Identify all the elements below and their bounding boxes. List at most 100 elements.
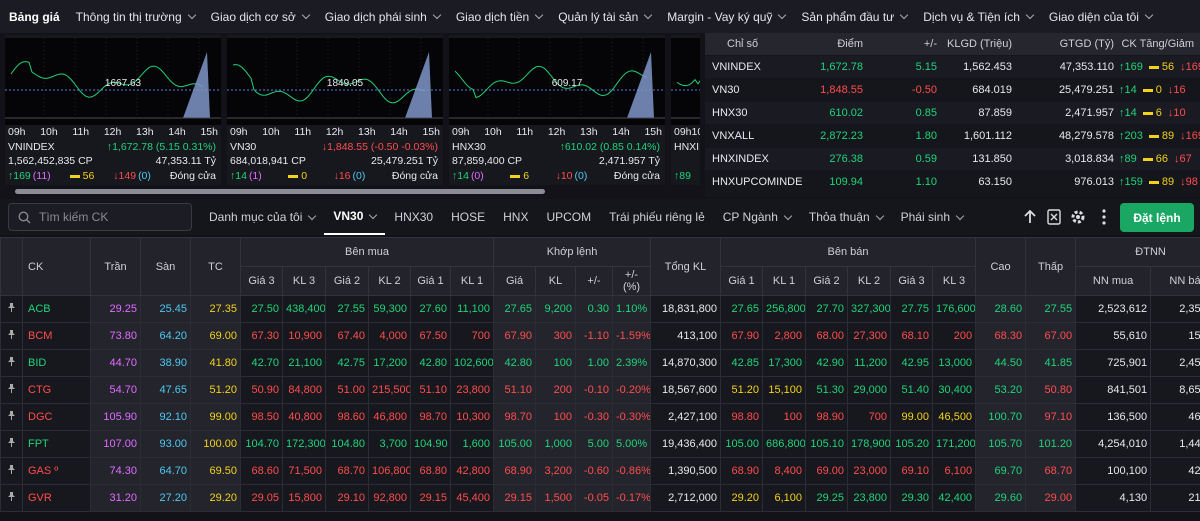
index-cell: 1,601.112 — [963, 130, 1012, 142]
cell: 3,200 — [535, 457, 576, 485]
cell: 51.10 — [410, 376, 451, 404]
index-row[interactable]: HNX30 610.02 0.85 87.859 2,471.957 ↑14 6 ↓10 — [705, 102, 1200, 124]
cell: 67.90 — [493, 322, 536, 350]
search-box[interactable]: Tìm kiếm CK — [8, 203, 192, 231]
ref-label: 609.17 — [552, 78, 583, 89]
tab-label: HNX30 — [394, 210, 434, 224]
nav-item[interactable]: Bảng giá — [0, 0, 67, 33]
same: 6 — [510, 170, 529, 182]
scrollbar[interactable] — [15, 189, 545, 194]
tab[interactable]: HOSE — [442, 199, 494, 235]
mini-chart — [671, 38, 700, 125]
nav-item[interactable]: Giao dịch tiền — [447, 0, 549, 33]
tab[interactable]: Thỏa thuận — [800, 199, 892, 235]
cell: 97.10 — [1025, 403, 1077, 431]
stock-row[interactable]: CTG 54.70 47.65 51.20 50.90 84,800 51.00 215,50… — [0, 376, 1200, 404]
header-cell: Bên mua — [240, 237, 494, 267]
stock-row[interactable]: GVR 31.20 27.20 29.20 29.05 15,800 29.10 92,800… — [0, 484, 1200, 512]
cell: 67.50 — [410, 322, 451, 350]
index-header-cell: Chỉ số — [727, 38, 759, 50]
cell: 29.20 — [720, 484, 764, 512]
cell: 700 — [847, 403, 892, 431]
cell: 41.80 — [190, 349, 241, 377]
cell: 28.60 — [975, 295, 1027, 323]
cell: 71,500 — [282, 457, 326, 485]
pin — [8, 411, 15, 420]
tab[interactable]: Trái phiếu riêng lẻ — [600, 199, 714, 235]
stock-row[interactable]: ACB 29.25 25.45 27.35 27.50 438,400 27.55 59,30… — [0, 295, 1200, 323]
index-row[interactable]: VNINDEX 1,672.78 5.15 1,562.453 47,353.110 ↑1… — [705, 56, 1200, 78]
index-updown: ↑89 66 ↓67 — [1119, 153, 1192, 165]
nav-item[interactable]: Thông tin thị trường — [67, 0, 202, 33]
stock-row[interactable]: DGC 105.90 92.10 99.00 98.50 40,800 98.60 46,80… — [0, 403, 1200, 431]
cell: 42.80 — [410, 349, 451, 377]
stock-row[interactable]: BCM 73.80 64.20 69.00 67.30 10,900 67.40 4,000 6… — [0, 322, 1200, 350]
cell: 300 — [535, 322, 576, 350]
cell: 64.70 — [140, 457, 191, 485]
nav-item[interactable]: Giao dịch phái sinh — [316, 0, 447, 33]
index-row[interactable]: HNXINDEX 276.38 0.59 131.850 3,018.834 ↑89 66 ↓… — [705, 148, 1200, 170]
nav-item[interactable]: Sản phẩm đầu tư — [792, 0, 914, 33]
time-label: 11h — [72, 126, 90, 138]
cell: 42.75 — [325, 349, 369, 377]
cell: 27.55 — [1025, 295, 1077, 323]
tab[interactable]: HNX30 — [385, 199, 442, 235]
cell: 136,500 — [1075, 403, 1152, 431]
stock-row[interactable]: FPT 107.00 93.00 100.00 104.70 172,300 104.80 3… — [0, 430, 1200, 458]
index-panel[interactable]: 1667.63 09h 10h 11h 12h 13h 14h 15h VNINDEX ↑1,67… — [5, 35, 221, 185]
toolbar: Tìm kiếm CK Danh mục của tôi VN30 HNX30 HOS… — [0, 199, 1200, 235]
nav-item[interactable]: Dịch vụ & Tiện ích — [914, 0, 1040, 33]
order-button[interactable]: Đặt lệnh — [1120, 203, 1194, 232]
nav-item[interactable]: Giao dịch cơ sở — [202, 0, 316, 33]
nav-item[interactable]: Margin - Vay ký quỹ — [658, 0, 792, 33]
sparkline — [232, 63, 426, 104]
sub-header-cell: NN bán — [1150, 266, 1200, 296]
stock-row[interactable]: GAS º 74.30 64.70 69.50 68.60 71,500 68.70 106,… — [0, 457, 1200, 485]
time-label: 12h — [547, 126, 566, 138]
floor-count: (0) — [574, 170, 588, 182]
chevron — [187, 10, 196, 20]
nav-item[interactable]: Quản lý tài sản — [549, 0, 658, 33]
stock-row[interactable]: BID 44.70 38.90 41.80 42.70 21,100 42.75 17,200… — [0, 349, 1200, 377]
tab[interactable]: CP Ngành — [714, 199, 800, 235]
cell: -0.17% — [611, 484, 652, 512]
pin-cell — [0, 457, 23, 485]
cell: 2,456,67 — [1150, 349, 1200, 377]
tab[interactable]: Danh mục của tôi — [200, 199, 324, 235]
up-count: ↑169 — [8, 170, 31, 182]
time-label: 10h — [262, 126, 280, 138]
cell: 686,800 — [762, 430, 807, 458]
time-label: 15h — [644, 126, 662, 138]
tab[interactable]: Phái sinh — [892, 199, 972, 235]
cell: 69.50 — [190, 457, 241, 485]
cell: 23,800 — [450, 376, 494, 404]
time-axis: 09h 10h 11h 12h 13h 14h 15h — [452, 126, 662, 138]
index-cell: -0.50 — [911, 84, 937, 96]
index-row[interactable]: HNXUPCOMINDEX 109.94 1.10 63.150 976.013 ↑159… — [705, 171, 1200, 193]
index-panel[interactable]: 1849.05 09h 10h 11h 12h 13h 14h 15h VN30 ↓1,848.5… — [227, 35, 443, 185]
tab[interactable]: VN30 — [324, 199, 386, 235]
up-count: ↑14 — [1119, 84, 1137, 96]
nav-item[interactable]: Giao diện của tôi — [1040, 0, 1159, 33]
cell: 68.30 — [975, 322, 1027, 350]
search-placeholder: Tìm kiếm CK — [39, 210, 109, 224]
tab[interactable]: UPCOM — [537, 199, 600, 235]
header-cell: Sàn — [140, 237, 191, 296]
index-updown: ↑169 56 ↓169 — [1119, 61, 1200, 73]
down-count: ↓169 — [1180, 61, 1200, 73]
pin-cell — [0, 484, 23, 512]
same: 56 — [69, 170, 94, 182]
index-row[interactable]: VN30 1,848.55 -0.50 684.019 25,479.251 ↑14 0 ↓1… — [705, 79, 1200, 101]
cell: 84,800 — [282, 376, 326, 404]
toolbar-icons[interactable] — [1020, 208, 1115, 226]
pin — [8, 303, 15, 312]
tab[interactable]: HNX — [494, 199, 537, 235]
cell: 327,300 — [847, 295, 892, 323]
index-row[interactable]: VNXALL 2,872.23 1.80 1,601.112 48,279.578 ↑20… — [705, 125, 1200, 147]
cell: 27.70 — [805, 295, 849, 323]
chevron — [778, 10, 787, 20]
index-panel[interactable]: 609.17 09h 10h 11h 12h 13h 14h 15h HNX30 ↑610.02 … — [449, 35, 665, 185]
sub-header-cell: Giá 2 — [805, 266, 849, 296]
cell: 1,390,500 — [650, 457, 722, 485]
